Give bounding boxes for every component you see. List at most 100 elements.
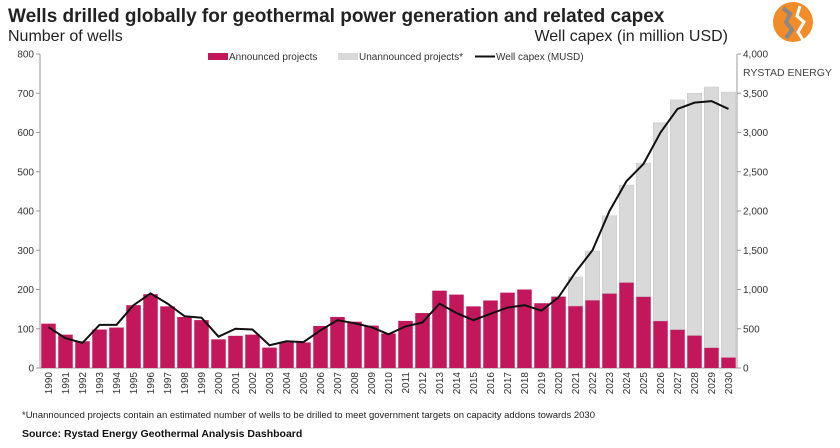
x-tick-label: 2012 <box>418 372 429 395</box>
bar-announced-2007 <box>330 316 345 368</box>
bar-announced-2015 <box>466 306 481 368</box>
x-tick-label: 2020 <box>554 372 565 395</box>
bar-announced-1990 <box>41 323 56 368</box>
y2-tick-label: 3,000 <box>743 128 768 139</box>
x-tick-label: 2009 <box>367 372 378 395</box>
x-tick-label: 2002 <box>248 372 259 395</box>
x-tick-label: 1996 <box>146 372 157 395</box>
x-tick-label: 2003 <box>265 372 276 395</box>
legend-label: Announced projects <box>229 52 317 63</box>
bar-announced-2002 <box>245 334 260 368</box>
logo-text: RYSTAD ENERGY <box>743 67 832 79</box>
x-tick-label: 2005 <box>299 372 310 395</box>
bar-announced-1995 <box>126 305 141 368</box>
x-tick-label: 2030 <box>724 372 735 395</box>
legend-swatch <box>338 53 358 60</box>
x-tick-label: 2011 <box>401 372 412 394</box>
x-tick-label: 2001 <box>231 372 242 395</box>
x-tick-label: 2015 <box>469 372 480 395</box>
x-tick-label: 1998 <box>180 372 191 395</box>
x-tick-label: 2022 <box>588 372 599 395</box>
chart-title: Wells drilled globally for geothermal po… <box>8 6 665 27</box>
bar-unannounced-2029 <box>704 86 719 348</box>
y2-axis-label: Well capex (in million USD) <box>534 28 728 45</box>
bar-announced-2001 <box>228 335 243 368</box>
bar-announced-2024 <box>619 282 634 368</box>
y-tick-label: 700 <box>17 89 34 100</box>
bar-announced-1994 <box>109 327 124 368</box>
y-axis-label: Number of wells <box>8 28 123 45</box>
bar-unannounced-2023 <box>602 215 617 294</box>
x-tick-label: 1997 <box>163 372 174 395</box>
bar-announced-2030 <box>721 357 736 368</box>
bar-announced-2026 <box>653 320 668 368</box>
legend-label: Unannounced projects* <box>359 52 463 63</box>
y-tick-label: 200 <box>17 285 34 296</box>
x-tick-label: 2028 <box>690 372 701 395</box>
legend-item-0: Announced projects <box>208 52 317 63</box>
bar-announced-2021 <box>568 305 583 368</box>
bar-announced-1992 <box>75 341 90 368</box>
bar-unannounced-2025 <box>636 162 651 297</box>
bar-announced-1998 <box>177 316 192 368</box>
bar-announced-2003 <box>262 347 277 368</box>
bar-announced-2011 <box>398 320 413 368</box>
bar-announced-2009 <box>364 325 379 368</box>
x-tick-label: 2007 <box>333 372 344 395</box>
bar-announced-2000 <box>211 339 226 368</box>
legend-swatch <box>208 53 228 60</box>
x-tick-label: 2029 <box>707 372 718 395</box>
bar-announced-2027 <box>670 329 685 368</box>
bar-unannounced-2030 <box>721 91 736 358</box>
bar-announced-2019 <box>534 303 549 368</box>
bar-announced-1991 <box>58 334 73 368</box>
bar-unannounced-2021 <box>568 276 583 307</box>
bar-announced-1993 <box>92 329 107 368</box>
bar-announced-2023 <box>602 293 617 368</box>
x-tick-label: 2024 <box>622 372 633 395</box>
y-tick-label: 0 <box>28 364 34 375</box>
x-tick-label: 1993 <box>95 372 106 395</box>
rystad-logo: RYSTAD ENERGY <box>743 2 832 79</box>
x-tick-label: 1994 <box>112 372 123 395</box>
bar-announced-2010 <box>381 333 396 368</box>
bar-announced-1999 <box>194 320 209 368</box>
bar-announced-2014 <box>449 294 464 368</box>
footnote: *Unannounced projects contain an estimat… <box>22 410 595 421</box>
x-tick-label: 2016 <box>486 372 497 395</box>
x-tick-label: 1990 <box>44 372 55 395</box>
bar-announced-2029 <box>704 347 719 368</box>
x-tick-label: 2010 <box>384 372 395 395</box>
x-tick-label: 2008 <box>350 372 361 395</box>
x-tick-label: 1999 <box>197 372 208 395</box>
bar-announced-2008 <box>347 321 362 368</box>
bar-announced-2013 <box>432 290 447 368</box>
bar-announced-2006 <box>313 326 328 368</box>
source: Source: Rystad Energy Geothermal Analysi… <box>22 428 302 440</box>
bar-announced-2022 <box>585 300 600 368</box>
x-tick-label: 2004 <box>282 372 293 395</box>
bar-announced-2012 <box>415 313 430 368</box>
bar-announced-1996 <box>143 294 158 368</box>
y-tick-label: 600 <box>17 128 34 139</box>
bar-unannounced-2026 <box>653 122 668 322</box>
x-tick-label: 2021 <box>571 372 582 395</box>
bar-announced-2018 <box>517 289 532 368</box>
legend-item-2: Well capex (MUSD) <box>475 52 584 63</box>
y2-tick-label: 2,000 <box>743 207 768 218</box>
capex-line <box>47 100 729 347</box>
y2-tick-label: 4,000 <box>743 50 768 61</box>
y-tick-label: 100 <box>17 324 34 335</box>
x-tick-label: 2023 <box>605 372 616 395</box>
y2-tick-label: 3,500 <box>743 89 768 100</box>
bar-announced-2025 <box>636 296 651 368</box>
legend-label: Well capex (MUSD) <box>496 52 584 63</box>
y2-tick-label: 1,000 <box>743 285 768 296</box>
bar-unannounced-2027 <box>670 99 685 330</box>
bar-announced-2016 <box>483 300 498 368</box>
legend-item-1: Unannounced projects* <box>338 52 463 63</box>
bar-announced-2020 <box>551 296 566 368</box>
x-tick-label: 2006 <box>316 372 327 395</box>
x-tick-label: 2027 <box>673 372 684 395</box>
x-tick-label: 1992 <box>78 372 89 395</box>
